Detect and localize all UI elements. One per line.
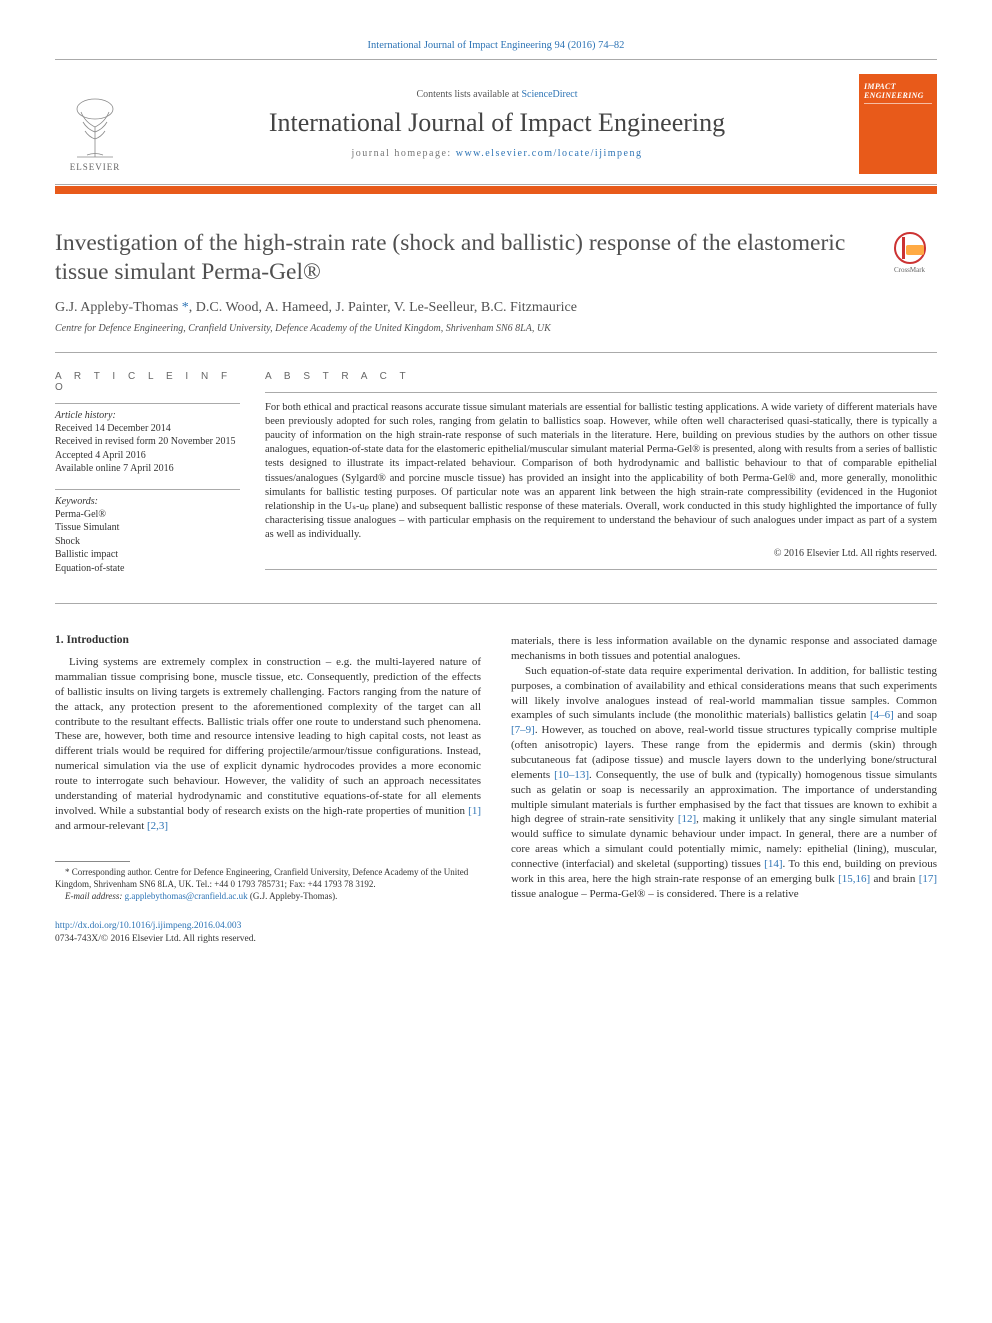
orange-bar bbox=[55, 186, 937, 194]
elsevier-logo: ELSEVIER bbox=[55, 77, 135, 172]
abstract-heading: A B S T R A C T bbox=[265, 371, 937, 382]
journal-cover-thumb: IMPACT ENGINEERING bbox=[859, 74, 937, 174]
body-paragraph: Such equation-of-state data require expe… bbox=[511, 664, 937, 902]
keyword: Shock bbox=[55, 535, 240, 549]
homepage-link[interactable]: www.elsevier.com/locate/ijimpeng bbox=[456, 148, 643, 159]
sciencedirect-link[interactable]: ScienceDirect bbox=[521, 89, 577, 100]
history-item: Received in revised form 20 November 201… bbox=[55, 435, 240, 449]
ref-link[interactable]: [15,16] bbox=[838, 873, 870, 885]
history-item: Accepted 4 April 2016 bbox=[55, 449, 240, 463]
email-footnote: E-mail address: g.applebythomas@cranfiel… bbox=[55, 891, 481, 903]
ref-link[interactable]: [1] bbox=[468, 805, 481, 817]
abstract-text: For both ethical and practical reasons a… bbox=[265, 401, 937, 543]
journal-header: ELSEVIER Contents lists available at Sci… bbox=[55, 59, 937, 185]
crossmark-icon bbox=[894, 232, 926, 264]
elsevier-label: ELSEVIER bbox=[70, 162, 121, 172]
top-citation: International Journal of Impact Engineer… bbox=[55, 40, 937, 51]
keyword: Perma-Gel® bbox=[55, 508, 240, 522]
history-label: Article history: bbox=[55, 410, 240, 421]
journal-name: International Journal of Impact Engineer… bbox=[135, 108, 859, 138]
history-item: Received 14 December 2014 bbox=[55, 422, 240, 436]
authors: G.J. Appleby-Thomas *, D.C. Wood, A. Ham… bbox=[55, 300, 937, 316]
footer-block: http://dx.doi.org/10.1016/j.ijimpeng.201… bbox=[55, 920, 481, 945]
article-info-heading: A R T I C L E I N F O bbox=[55, 371, 240, 393]
elsevier-tree-icon bbox=[67, 97, 123, 160]
ref-link[interactable]: [12] bbox=[678, 813, 696, 825]
keywords-label: Keywords: bbox=[55, 496, 240, 507]
top-citation-link[interactable]: International Journal of Impact Engineer… bbox=[368, 40, 625, 51]
keyword: Ballistic impact bbox=[55, 548, 240, 562]
history-item: Available online 7 April 2016 bbox=[55, 462, 240, 476]
ref-link[interactable]: [7–9] bbox=[511, 724, 535, 736]
homepage-line: journal homepage: www.elsevier.com/locat… bbox=[135, 148, 859, 159]
keyword: Equation-of-state bbox=[55, 562, 240, 576]
ref-link[interactable]: [2,3] bbox=[147, 820, 168, 832]
keyword: Tissue Simulant bbox=[55, 521, 240, 535]
copyright: © 2016 Elsevier Ltd. All rights reserved… bbox=[265, 548, 937, 559]
rights-line: 0734-743X/© 2016 Elsevier Ltd. All right… bbox=[55, 933, 481, 945]
ref-link[interactable]: [4–6] bbox=[870, 709, 894, 721]
article-title: Investigation of the high-strain rate (s… bbox=[55, 229, 867, 288]
intro-heading: 1. Introduction bbox=[55, 634, 481, 646]
ref-link[interactable]: [10–13] bbox=[554, 769, 589, 781]
email-link[interactable]: g.applebythomas@cranfield.ac.uk bbox=[125, 891, 248, 901]
body-paragraph: Living systems are extremely complex in … bbox=[55, 655, 481, 833]
doi-link[interactable]: http://dx.doi.org/10.1016/j.ijimpeng.201… bbox=[55, 921, 241, 931]
ref-link[interactable]: [14] bbox=[764, 858, 782, 870]
body-paragraph: materials, there is less information ava… bbox=[511, 634, 937, 664]
ref-link[interactable]: [17] bbox=[919, 873, 937, 885]
contents-line: Contents lists available at ScienceDirec… bbox=[135, 89, 859, 100]
crossmark-badge[interactable]: CrossMark bbox=[882, 232, 937, 274]
corresponding-footnote: * Corresponding author. Centre for Defen… bbox=[55, 867, 481, 890]
affiliation: Centre for Defence Engineering, Cranfiel… bbox=[55, 323, 937, 334]
corresponding-link[interactable]: * bbox=[182, 300, 189, 315]
